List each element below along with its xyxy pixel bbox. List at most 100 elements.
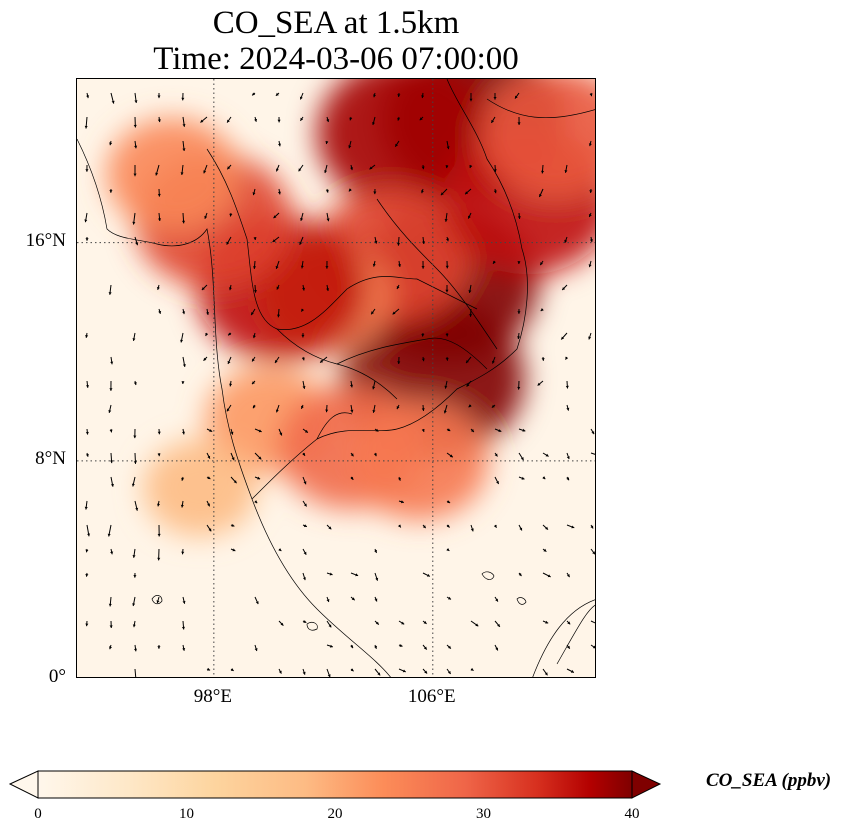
wind-vector-head	[493, 260, 496, 264]
wind-vector-head	[377, 672, 381, 676]
colorbar-tick-label: 20	[327, 806, 343, 822]
wind-vector-head	[252, 335, 256, 339]
wind-vector-head	[275, 265, 279, 269]
wind-vector-head	[135, 507, 139, 511]
wind-vector-head	[421, 190, 424, 194]
wind-vector-head	[300, 218, 304, 221]
wind-vector-head	[328, 624, 332, 628]
wind-vector-head	[493, 97, 497, 100]
wind-vector-head	[517, 336, 521, 340]
island	[516, 597, 527, 605]
wind-vector-head	[443, 410, 447, 414]
wind-vector-head	[545, 620, 549, 624]
wind-vector-head	[469, 98, 473, 102]
wind-vector-head	[157, 503, 160, 507]
graticule	[77, 79, 595, 677]
wind-vector-head	[258, 429, 262, 433]
wind-vector-head	[107, 533, 111, 537]
wind-vector-head	[180, 172, 184, 176]
wind-vector-head	[374, 240, 378, 244]
wind-vector-head	[372, 263, 376, 267]
wind-vector-head	[349, 117, 353, 121]
wind-vector-head	[398, 477, 401, 481]
wind-vector-head	[300, 117, 304, 121]
wind-vector-head	[85, 335, 89, 338]
wind-vector-head	[257, 476, 261, 480]
wind-vector-head	[181, 626, 185, 630]
wind-vector-head	[206, 312, 210, 315]
wind-vector-head	[209, 429, 213, 432]
wind-vector-head	[304, 429, 308, 433]
wind-vector-head	[494, 453, 498, 457]
wind-vector-head	[324, 170, 328, 174]
wind-vector-head	[133, 461, 137, 464]
wind-vector-head	[449, 454, 453, 458]
wind-vector-head	[325, 266, 329, 269]
wind-vector-head	[277, 314, 281, 318]
wind-vector-head	[468, 290, 472, 293]
wind-vector-head	[303, 524, 307, 528]
wind-vector-head	[520, 457, 524, 461]
wind-vector-head	[372, 410, 376, 413]
wind-vector-head	[226, 408, 230, 412]
wind-vector-head	[273, 215, 277, 219]
wind-vector-head	[157, 453, 161, 457]
wind-vector-head	[227, 360, 231, 364]
wind-vector-head	[589, 239, 593, 243]
wind-vector-head	[517, 216, 521, 219]
wind-vector-head	[468, 404, 472, 408]
wind-vector-head	[422, 241, 425, 245]
wind-vector-head	[444, 385, 448, 389]
wind-vector-head	[402, 669, 406, 673]
wind-vector-head	[301, 405, 304, 409]
colorbar-tick-label: 40	[624, 806, 640, 822]
wind-vector-head	[303, 577, 306, 581]
wind-vector-head	[301, 357, 305, 361]
wind-vector-head	[399, 644, 403, 647]
wind-vector-head	[134, 100, 138, 103]
wind-vector-head	[85, 453, 89, 457]
wind-vector-head	[571, 525, 575, 529]
coastline	[251, 79, 528, 500]
wind-vector-head	[448, 596, 451, 600]
wind-vector-head	[466, 360, 469, 364]
wind-vector-head	[517, 311, 521, 314]
wind-vector-head	[398, 264, 402, 267]
wind-vector-head	[373, 453, 377, 457]
wind-vector-head	[469, 165, 473, 169]
wind-vector-head	[301, 308, 304, 312]
wind-vector-head	[275, 409, 279, 413]
wind-vector-head	[540, 262, 543, 266]
wind-vector-head	[350, 453, 354, 457]
wind-vector-head	[301, 334, 305, 338]
wind-vector-head	[252, 92, 256, 96]
wind-vector-head	[278, 670, 282, 674]
wind-vector-head	[327, 674, 331, 677]
wind-vector-head	[567, 621, 571, 625]
colorbar-extend-min	[8, 770, 39, 799]
wind-vector-head	[181, 551, 185, 555]
wind-vector-head	[470, 528, 474, 532]
wind-vector-head	[204, 215, 208, 219]
wind-vector-head	[495, 647, 498, 651]
wind-vector-head	[589, 93, 593, 97]
wind-vector-head	[423, 621, 427, 624]
wind-vector-head	[350, 384, 354, 388]
wind-vector-head	[156, 287, 160, 290]
wind-vector-head	[493, 169, 497, 172]
wind-vector-head	[207, 667, 211, 671]
wind-vector-head	[232, 548, 236, 552]
wind-vector-head	[135, 242, 139, 246]
wind-vector-head	[228, 332, 232, 336]
wind-vector-head	[132, 603, 136, 606]
wind-vector-head	[514, 95, 518, 99]
wind-vector-head	[229, 213, 233, 217]
wind-vector-head	[133, 173, 137, 177]
coastline	[556, 604, 595, 665]
wind-vector-head	[445, 165, 449, 169]
wind-vector-head	[109, 646, 112, 650]
map-time: Time: 2024-03-06 07:00:00	[153, 41, 519, 77]
wind-vector-head	[181, 477, 185, 481]
colorbar-tick-label: 0	[34, 806, 42, 822]
longitude-label: 98°E	[193, 686, 232, 707]
